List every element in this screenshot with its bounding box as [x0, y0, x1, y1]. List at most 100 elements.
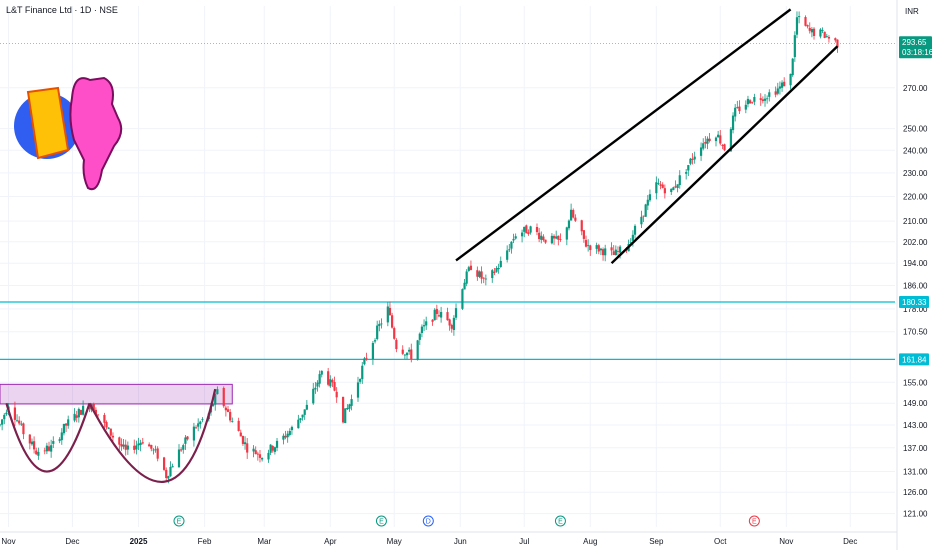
candle-body[interactable] — [126, 445, 129, 450]
candle-body[interactable] — [314, 387, 317, 390]
candle-body[interactable] — [631, 234, 634, 241]
candle-body[interactable] — [18, 420, 21, 424]
candle-body[interactable] — [43, 450, 46, 452]
candle-body[interactable] — [491, 270, 494, 279]
candle-body[interactable] — [50, 445, 53, 452]
candle-body[interactable] — [405, 352, 409, 356]
candle-body[interactable] — [640, 216, 643, 225]
candle-body[interactable] — [271, 446, 274, 451]
candle-body[interactable] — [484, 278, 487, 280]
candle-body[interactable] — [559, 239, 562, 240]
candle-body[interactable] — [759, 98, 762, 100]
candle-body[interactable] — [371, 342, 375, 359]
candle-body[interactable] — [808, 27, 811, 31]
candle-body[interactable] — [557, 235, 560, 240]
candle-body[interactable] — [783, 81, 786, 87]
candle-body[interactable] — [252, 448, 255, 452]
candle-body[interactable] — [825, 36, 828, 38]
candle-body[interactable] — [512, 238, 515, 241]
candle-body[interactable] — [75, 415, 78, 418]
candle-body[interactable] — [723, 144, 726, 151]
candle-body[interactable] — [612, 251, 615, 255]
candle-body[interactable] — [702, 143, 705, 149]
candle-body[interactable] — [836, 39, 839, 48]
candle-body[interactable] — [678, 175, 681, 186]
candle-body[interactable] — [674, 186, 677, 188]
candle-body[interactable] — [88, 405, 91, 409]
candle-body[interactable] — [316, 382, 319, 387]
candle-body[interactable] — [529, 226, 532, 233]
candle-body[interactable] — [109, 428, 112, 436]
candle-body[interactable] — [768, 92, 771, 97]
candle-body[interactable] — [691, 158, 694, 160]
candle-body[interactable] — [15, 420, 19, 422]
candle-body[interactable] — [182, 445, 185, 450]
candle-body[interactable] — [778, 86, 782, 89]
candle-body[interactable] — [120, 444, 123, 447]
candle-body[interactable] — [148, 444, 151, 447]
candle-body[interactable] — [62, 423, 66, 434]
candle-body[interactable] — [363, 358, 366, 365]
candle-body[interactable] — [418, 333, 421, 340]
candle-body[interactable] — [267, 452, 270, 460]
candle-body[interactable] — [243, 442, 247, 445]
candle-body[interactable] — [823, 31, 826, 38]
candle-body[interactable] — [333, 382, 336, 391]
candle-body[interactable] — [37, 451, 40, 456]
candle-body[interactable] — [137, 443, 140, 446]
candle-body[interactable] — [312, 388, 315, 404]
candle-body[interactable] — [186, 436, 189, 440]
candle-body[interactable] — [111, 435, 115, 438]
candle-body[interactable] — [156, 448, 159, 459]
candle-body[interactable] — [793, 35, 796, 58]
candle-body[interactable] — [301, 414, 304, 418]
candle-body[interactable] — [659, 184, 662, 186]
candle-body[interactable] — [538, 232, 541, 240]
candle-body[interactable] — [118, 437, 121, 445]
candle-body[interactable] — [604, 248, 607, 256]
candle-body[interactable] — [670, 188, 673, 192]
candle-body[interactable] — [569, 209, 573, 221]
candle-body[interactable] — [655, 182, 658, 194]
candle-body[interactable] — [1, 419, 4, 425]
candle-body[interactable] — [812, 28, 816, 36]
candle-body[interactable] — [199, 421, 202, 425]
candle-body[interactable] — [465, 271, 468, 284]
candle-body[interactable] — [544, 239, 547, 243]
candle-body[interactable] — [329, 379, 332, 387]
event-marker-e-icon[interactable] — [375, 515, 387, 527]
candle-body[interactable] — [610, 247, 613, 251]
candle-body[interactable] — [746, 98, 750, 105]
candle-body[interactable] — [734, 107, 737, 117]
candle-body[interactable] — [320, 370, 323, 375]
candle-body[interactable] — [499, 260, 502, 268]
candle-body[interactable] — [751, 102, 754, 104]
candle-body[interactable] — [431, 319, 434, 322]
candle-body[interactable] — [184, 437, 187, 444]
candle-body[interactable] — [616, 251, 620, 253]
candle-body[interactable] — [192, 426, 196, 441]
cup-pattern-arc[interactable] — [88, 388, 217, 483]
candle-body[interactable] — [167, 476, 170, 479]
candle-body[interactable] — [642, 215, 645, 217]
candle-body[interactable] — [20, 423, 23, 425]
candle-body[interactable] — [657, 183, 660, 185]
candle-body[interactable] — [150, 444, 153, 449]
candle-body[interactable] — [231, 421, 234, 422]
candle-body[interactable] — [795, 17, 799, 35]
candle-body[interactable] — [763, 98, 767, 101]
candle-body[interactable] — [827, 37, 831, 39]
candle-body[interactable] — [47, 446, 51, 451]
candle-body[interactable] — [401, 349, 404, 354]
candle-body[interactable] — [552, 235, 556, 239]
candle-body[interactable] — [567, 220, 571, 229]
candle-body[interactable] — [77, 408, 80, 418]
candle-body[interactable] — [282, 435, 285, 440]
event-marker-e-icon[interactable] — [554, 515, 566, 527]
candle-body[interactable] — [380, 323, 383, 325]
candle-body[interactable] — [738, 106, 741, 112]
channel-trendline[interactable] — [610, 45, 839, 265]
candle-body[interactable] — [644, 204, 647, 217]
candle-body[interactable] — [197, 423, 200, 427]
